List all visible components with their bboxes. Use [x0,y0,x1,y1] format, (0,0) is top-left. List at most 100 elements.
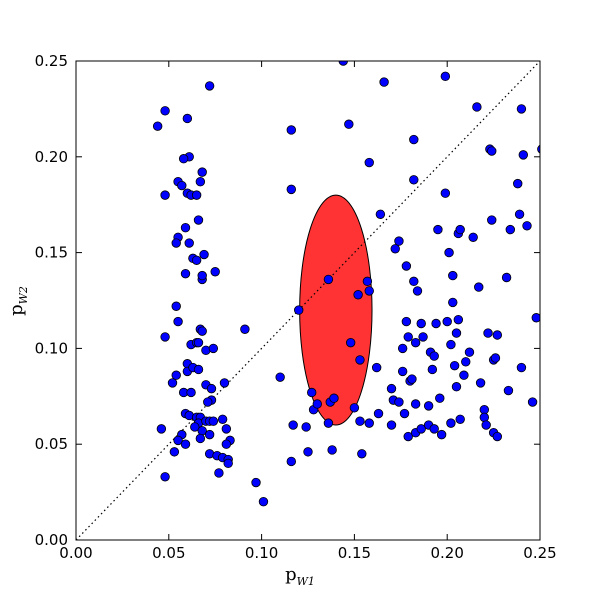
data-point [407,374,417,384]
data-point [479,412,490,423]
data-point [223,458,233,469]
x-tick-label: 0.00 [59,544,92,562]
data-point [327,445,337,455]
data-point [436,429,447,440]
data-point [412,286,423,296]
data-point [468,232,478,242]
x-tick-label: 0.25 [523,544,556,562]
data-point [394,397,404,407]
data-point [221,424,232,434]
data-point [323,274,334,285]
data-point [204,81,215,91]
data-point [444,247,454,258]
data-point [516,104,527,114]
data-point [410,337,421,348]
data-point [307,387,317,398]
data-point [516,362,527,373]
data-point [418,332,428,342]
data-point [397,366,408,377]
data-point [409,175,419,185]
data-point [193,337,204,348]
data-point [208,343,219,354]
data-point [394,236,404,246]
data-point [399,408,410,419]
data-point [251,477,261,488]
x-tick-label: 0.05 [152,544,185,562]
data-point [344,119,354,129]
data-point [522,221,532,231]
y-axis-label: pW2 [6,286,30,316]
data-point [455,224,465,235]
y-axis-label-sub: W2 [17,286,30,304]
data-point [349,403,360,413]
data-point [416,424,426,434]
data-point [531,313,540,323]
data-point [403,431,413,442]
data-point [301,422,311,432]
data-point [195,177,206,187]
data-point [197,270,207,281]
data-point [503,385,514,396]
data-point [514,209,525,219]
data-point [379,77,389,87]
data-point [169,447,180,457]
data-point [492,431,503,442]
data-point [435,393,445,403]
data-point [474,282,484,292]
data-point [173,435,183,446]
data-point [160,106,170,116]
data-point [217,414,228,424]
data-point [451,328,462,338]
x-axis-label: pW1 [285,564,315,588]
data-point [312,399,322,409]
data-point [182,113,193,124]
data-point [210,267,220,277]
data-point [364,418,374,428]
data-point [177,180,187,191]
data-point [178,154,189,164]
y-tick-label: 0.10 [35,339,68,357]
data-point [221,439,232,449]
data-point [386,420,397,430]
y-tick-label: 0.25 [35,52,68,70]
data-point [206,383,217,394]
data-point [446,339,456,350]
data-point [160,332,170,342]
data-point [303,447,313,457]
data-point [501,272,512,283]
data-point [193,364,204,375]
data-point [160,190,170,200]
data-point [190,422,200,432]
data-point [329,393,339,403]
data-point [487,146,497,156]
data-point [513,178,523,189]
data-point [357,449,367,459]
data-point [204,429,215,440]
data-point [355,355,365,365]
y-tick-label: 0.05 [35,435,68,453]
data-point [214,468,224,478]
data-point [186,387,196,398]
data-point [173,316,183,327]
data-point [410,399,421,409]
data-point [353,290,363,300]
data-point [208,416,219,426]
data-point [390,244,400,254]
data-point [258,496,269,507]
x-axis-label-base: p [285,564,297,585]
data-point [180,439,191,449]
data-point [219,378,230,388]
data-point [275,372,285,382]
x-tick-label: 0.20 [430,544,463,562]
data-point [446,418,456,428]
x-tick-label: 0.10 [245,544,278,562]
data-point [401,316,412,327]
data-point [171,301,181,311]
y-tick-label: 0.20 [35,148,68,166]
diagonal-reference-line [76,61,540,540]
data-point [375,209,386,219]
data-point [483,328,493,338]
data-point [364,286,374,296]
data-point [371,362,382,373]
